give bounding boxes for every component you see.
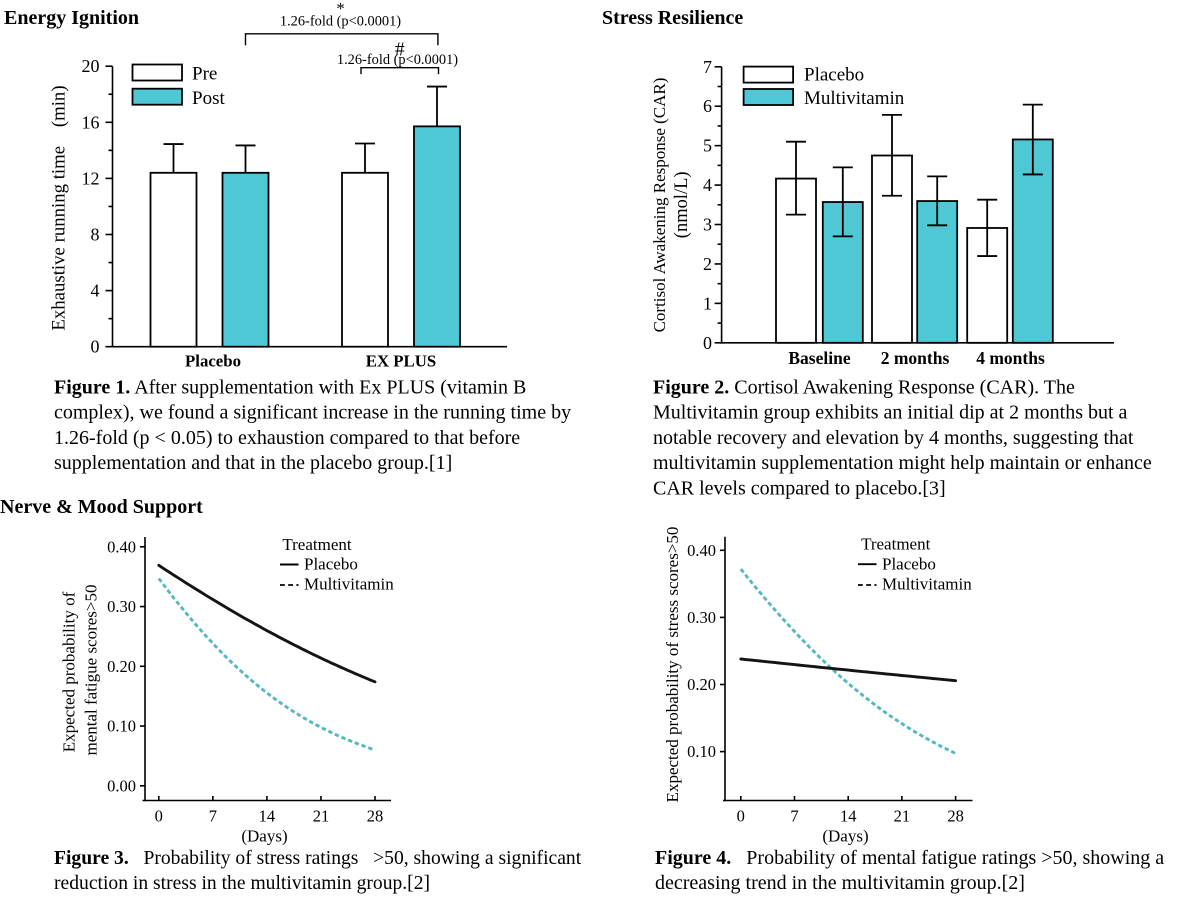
svg-text:0.10: 0.10 [107, 717, 136, 736]
svg-text:0.30: 0.30 [687, 608, 716, 627]
svg-text:5: 5 [703, 136, 712, 156]
svg-text:Figure 3. Probability of stre: Figure 3. Probability of stress ratings … [54, 848, 582, 869]
svg-text:Placebo: Placebo [185, 352, 241, 371]
svg-text:4: 4 [91, 281, 100, 301]
svg-text:reduction in stress in the mul: reduction in stress in the multivitamin … [54, 873, 430, 894]
svg-text:0: 0 [737, 807, 745, 826]
svg-text:14: 14 [840, 807, 857, 826]
svg-text:4: 4 [703, 175, 712, 195]
svg-text:Placebo: Placebo [804, 65, 864, 86]
svg-text:0.10: 0.10 [687, 742, 716, 761]
svg-text:Treatment: Treatment [861, 534, 931, 553]
svg-text:Treatment: Treatment [282, 535, 352, 554]
svg-text:EX PLUS: EX PLUS [366, 352, 436, 371]
svg-text:(Days): (Days) [241, 827, 287, 846]
svg-text:Placebo: Placebo [304, 555, 358, 574]
svg-text:0.40: 0.40 [687, 541, 716, 560]
svg-text:notable recovery and elevation: notable recovery and elevation by 4 mont… [653, 427, 1134, 449]
svg-text:0: 0 [703, 333, 712, 353]
svg-text:decreasing trend in the multiv: decreasing trend in the multivitamin gro… [655, 872, 1025, 894]
svg-text:Figure 1. After supplementatio: Figure 1. After supplementation with Ex … [54, 377, 526, 399]
svg-text:supplementation and that in th: supplementation and that in the placebo … [54, 452, 452, 474]
svg-text:6: 6 [703, 96, 712, 116]
svg-text:*: * [336, 0, 344, 18]
svg-text:0: 0 [155, 807, 163, 826]
svg-text:7: 7 [209, 807, 217, 826]
svg-text:7: 7 [790, 807, 798, 826]
svg-text:0: 0 [91, 337, 100, 357]
svg-text:2: 2 [703, 254, 712, 274]
svg-text:2 months: 2 months [881, 348, 950, 368]
svg-text:Baseline: Baseline [788, 348, 850, 368]
svg-text:(nmol/L): (nmol/L) [672, 171, 692, 238]
svg-text:Multivitamin: Multivitamin [304, 575, 394, 594]
svg-text:Multivitamin group exhibits an: Multivitamin group exhibits an initial d… [653, 402, 1128, 424]
svg-text:Pre: Pre [192, 64, 217, 85]
svg-text:20: 20 [82, 56, 100, 76]
svg-text:#: # [395, 39, 405, 60]
svg-text:Nerve & Mood Support: Nerve & Mood Support [0, 496, 203, 518]
svg-text:Placebo: Placebo [882, 555, 936, 574]
svg-text:Figure 4. Probability of ment: Figure 4. Probability of mental fatigue … [655, 847, 1164, 869]
svg-text:(Days): (Days) [822, 827, 868, 846]
svg-text:complex), we found a significa: complex), we found a significant increas… [54, 402, 571, 424]
svg-text:0.20: 0.20 [687, 675, 716, 694]
svg-text:Exhaustive running time (min): Exhaustive running time (min) [49, 85, 70, 330]
svg-text:multivitamin supplementation m: multivitamin supplementation might help … [653, 452, 1152, 474]
svg-text:Cortisol Awakening Response (C: Cortisol Awakening Response (CAR) [650, 78, 669, 333]
svg-text:16: 16 [82, 112, 100, 132]
svg-text:CAR levels compared to placebo: CAR levels compared to placebo.[3] [653, 477, 946, 499]
svg-text:4 months: 4 months [976, 348, 1045, 368]
svg-text:Post: Post [192, 88, 225, 109]
svg-text:1.26-fold (p<0.0001): 1.26-fold (p<0.0001) [337, 52, 458, 68]
svg-text:28: 28 [947, 807, 964, 826]
svg-text:0.40: 0.40 [107, 537, 136, 556]
svg-text:12: 12 [82, 168, 100, 188]
svg-text:Multivitamin: Multivitamin [804, 88, 905, 109]
svg-text:1.26-fold (p<0.0001): 1.26-fold (p<0.0001) [280, 14, 401, 30]
svg-text:14: 14 [259, 807, 276, 826]
svg-text:Figure 2. Cortisol Awakening R: Figure 2. Cortisol Awakening Response (C… [653, 377, 1075, 399]
svg-text:3: 3 [703, 215, 712, 235]
svg-text:Energy Ignition: Energy Ignition [4, 7, 139, 29]
svg-text:Multivitamin: Multivitamin [882, 575, 972, 594]
svg-text:28: 28 [367, 807, 384, 826]
svg-text:21: 21 [894, 807, 911, 826]
svg-text:Expected probability of: Expected probability of [60, 591, 79, 752]
svg-text:0.30: 0.30 [107, 597, 136, 616]
svg-text:1: 1 [703, 293, 712, 313]
svg-text:21: 21 [313, 807, 330, 826]
svg-text:mental fatigue scores>50: mental fatigue scores>50 [82, 584, 101, 755]
svg-text:Stress Resilience: Stress Resilience [602, 7, 743, 29]
svg-text:1.26-fold (p < 0.05) to exhaus: 1.26-fold (p < 0.05) to exhaustion compa… [54, 427, 520, 449]
svg-text:Expected probability of stress: Expected probability of stress scores>50 [663, 527, 682, 803]
svg-text:0.00: 0.00 [107, 776, 136, 795]
svg-text:8: 8 [91, 225, 100, 245]
svg-text:0.20: 0.20 [107, 657, 136, 676]
svg-text:7: 7 [703, 57, 712, 77]
